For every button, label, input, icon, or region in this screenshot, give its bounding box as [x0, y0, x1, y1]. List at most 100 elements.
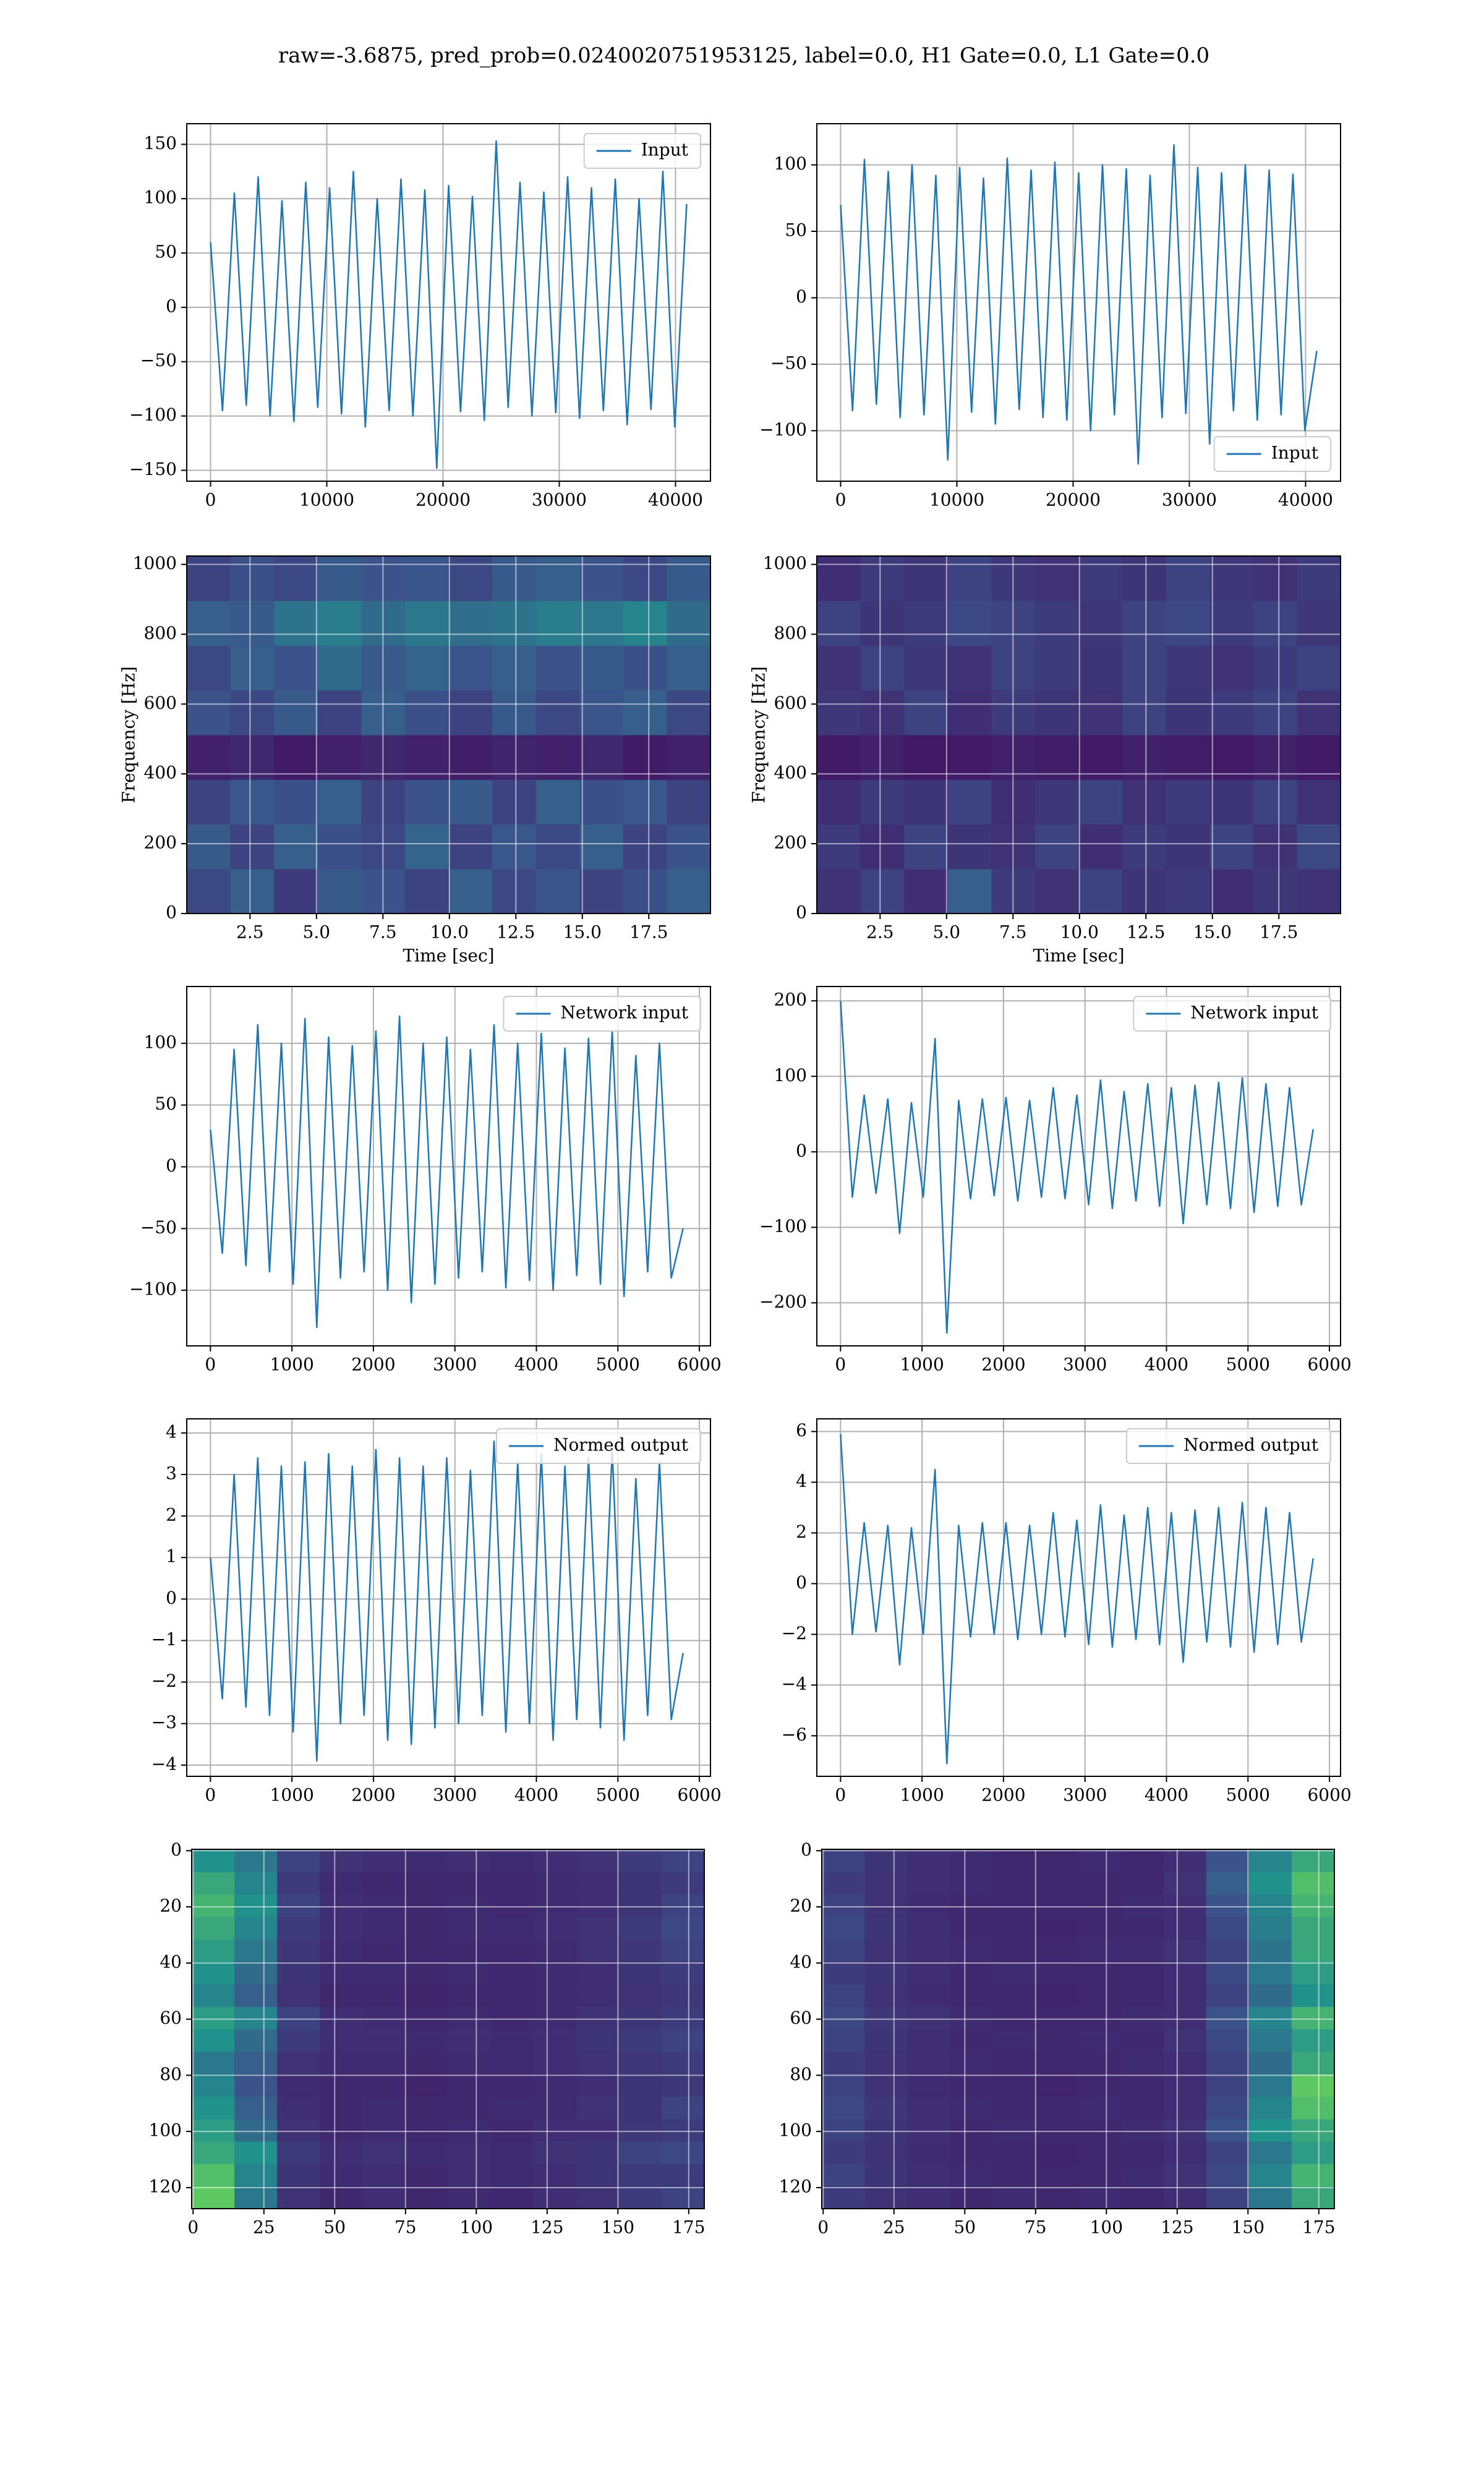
x-tick-label: 5000 — [596, 1785, 640, 1805]
heatmap-cell — [448, 2074, 492, 2097]
heatmap-cell — [576, 1961, 620, 1985]
x-tick-label: 75 — [394, 2217, 417, 2238]
heatmap-cell — [1078, 2141, 1122, 2164]
heatmap-cell — [1122, 779, 1167, 825]
plot-area — [187, 987, 710, 1346]
heatmap-cell — [1120, 1939, 1164, 1963]
heatmap-cell — [661, 1849, 704, 1872]
series-line — [210, 1015, 684, 1329]
x-tick-label: 40000 — [1278, 490, 1333, 510]
heatmap-cell — [667, 824, 710, 870]
heatmap-cell — [320, 1984, 363, 2007]
x-tick-label: 50 — [953, 2217, 976, 2238]
heatmap-cell — [234, 1916, 278, 1940]
x-tick-label: 150 — [602, 2217, 634, 2238]
heatmap-cell — [864, 2051, 908, 2074]
heatmap-cell — [623, 735, 668, 780]
heatmap-cell — [1253, 868, 1298, 914]
y-tick-label: 120 — [149, 2176, 182, 2196]
heatmap-cell — [448, 735, 493, 780]
x-tick-label: 17.5 — [1260, 922, 1298, 943]
heatmap-cell — [1122, 824, 1167, 870]
heatmap-cell — [1163, 2051, 1207, 2074]
heatmap-cell — [992, 2186, 1036, 2209]
heatmap-cell — [405, 1872, 449, 1895]
heatmap-cell — [320, 2051, 363, 2074]
x-tick-label: 50 — [323, 2217, 346, 2238]
heatmap-cell — [535, 556, 580, 601]
heatmap-cell — [192, 2029, 235, 2052]
heatmap-cell — [904, 645, 949, 691]
plot-area — [192, 1849, 704, 2209]
axes-frame — [821, 1849, 1335, 2209]
heatmap-cell — [950, 2141, 993, 2164]
heatmap-cell — [1120, 1984, 1164, 2007]
heatmap-cell — [535, 645, 580, 691]
legend: Normed output — [1125, 1428, 1331, 1464]
heatmap-cell — [1163, 1961, 1207, 1985]
heatmap-cell — [1248, 2074, 1292, 2097]
x-tick-label: 125 — [531, 2217, 563, 2238]
heatmap-cell — [1034, 735, 1080, 780]
x-tick-label: 100 — [1090, 2217, 1123, 2238]
heatmap-cell — [405, 2006, 449, 2030]
y-tick-label: 20 — [790, 1896, 812, 1916]
heatmap-cell — [533, 2006, 577, 2030]
heatmap-cell — [904, 779, 949, 825]
heatmap-cell — [1206, 1916, 1250, 1940]
legend-label: Network input — [560, 1003, 688, 1023]
heatmap-cell — [907, 2051, 950, 2074]
heatmap-cell — [817, 868, 861, 914]
heatmap-cell — [192, 2051, 235, 2074]
heatmap-cell — [576, 2051, 620, 2074]
panel: 0 25 50 75 100 125 150 175 0 20 40 60 80 100 120 — [779, 1839, 1336, 2238]
heatmap-cell — [579, 735, 624, 780]
y-tick-label: −100 — [759, 1216, 807, 1236]
heatmap-cell — [950, 2051, 993, 2074]
heatmap-cell — [230, 779, 275, 825]
heatmap-cell — [230, 645, 275, 691]
plot-area — [187, 1419, 710, 1776]
heatmap-cell — [192, 2186, 235, 2209]
heatmap-cell — [230, 690, 275, 735]
heatmap-cell — [234, 1961, 278, 1985]
heatmap-cell — [950, 2029, 993, 2052]
y-tick-label: 4 — [166, 1421, 177, 1442]
heatmap-cell — [277, 1961, 320, 1985]
heatmap-cell — [320, 1961, 363, 1985]
heatmap-cell — [1078, 2051, 1122, 2074]
heatmap-cell — [1122, 556, 1167, 601]
heatmap-cell — [405, 2096, 449, 2120]
heatmap-cell — [274, 735, 318, 780]
legend-box — [495, 1428, 701, 1464]
heatmap-cell — [661, 2006, 704, 2030]
panel: 0 10000 20000 30000 40000 −150 −100 −50 0 50 100 15… — [129, 123, 711, 510]
x-tick-label: 2000 — [351, 1785, 395, 1805]
heatmap-cell — [362, 2096, 406, 2120]
heatmap-cell — [950, 1849, 993, 1872]
y-tick-label: −50 — [770, 353, 807, 373]
heatmap-cell — [187, 556, 231, 601]
heatmap-cell — [1078, 2074, 1122, 2097]
y-tick-label: 800 — [144, 623, 177, 643]
heatmap-cell — [1206, 1849, 1250, 1872]
heatmap-cell — [1297, 690, 1341, 735]
x-tick-label: 30000 — [532, 490, 587, 510]
heatmap-cell — [618, 1961, 662, 1985]
heatmap-cell — [907, 2118, 950, 2142]
heatmap-cell — [950, 2164, 993, 2187]
heatmap-cell — [448, 2096, 492, 2120]
heatmap-cell — [667, 556, 710, 601]
heatmap-cell — [579, 868, 624, 914]
y-tick-label: −100 — [129, 1279, 177, 1299]
y-tick-label: 50 — [785, 220, 807, 241]
heatmap-cell — [576, 2029, 620, 2052]
heatmap-cell — [320, 2029, 363, 2052]
heatmap-cell — [1291, 2029, 1334, 2052]
y-tick-label: 0 — [166, 296, 177, 316]
y-tick-label: 200 — [774, 833, 807, 853]
y-tick-label: −4 — [782, 1674, 807, 1694]
heatmap-cell — [320, 1916, 363, 1940]
